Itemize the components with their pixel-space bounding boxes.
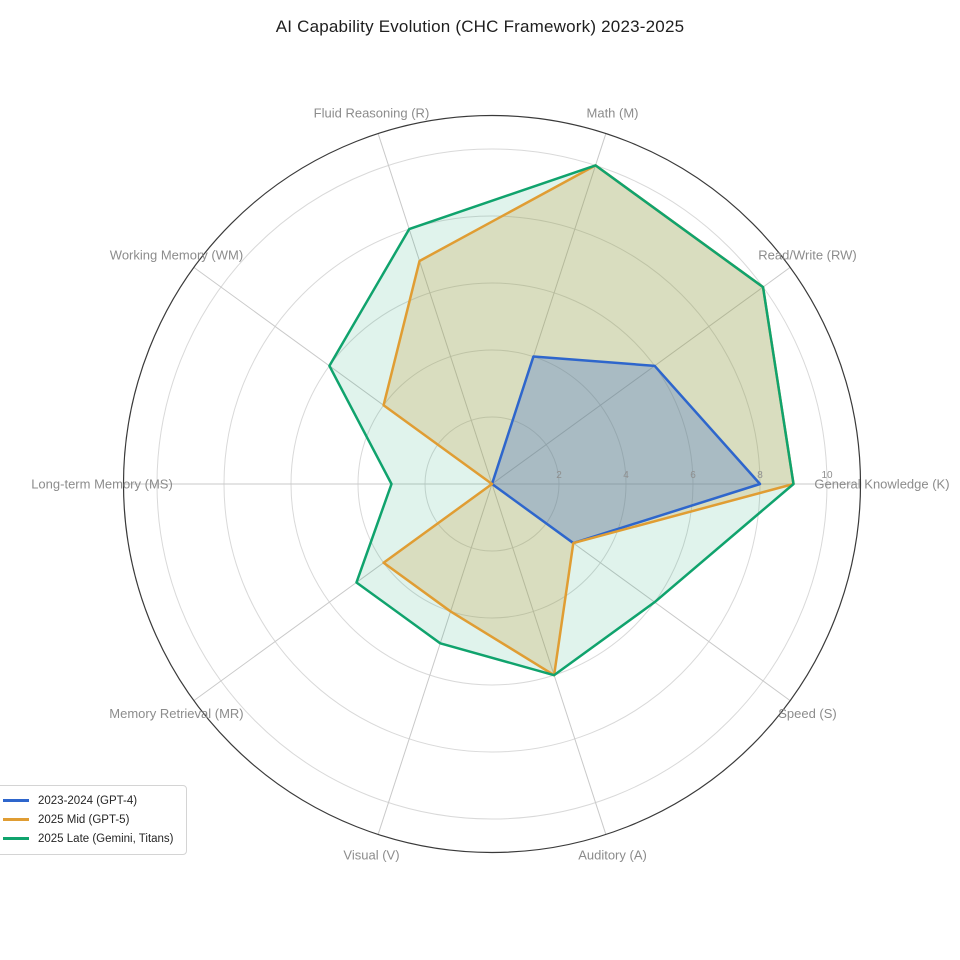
- axis-label-4: Working Memory (WM): [110, 247, 243, 262]
- outer-spine: [122, 114, 862, 854]
- legend-item-label-2: 2025 Late (Gemini, Titans): [38, 832, 174, 845]
- radial-tick-label-8: 8: [757, 470, 763, 481]
- legend-item-label-0: 2023-2024 (GPT-4): [38, 794, 138, 807]
- radial-tick-label-4: 4: [623, 470, 629, 481]
- axis-spoke-3: [377, 133, 493, 485]
- axis-label-5: Long-term Memory (MS): [31, 477, 173, 492]
- legend-item-1: 2025 Mid (GPT-5): [3, 812, 174, 827]
- series-fill-0: [492, 356, 760, 544]
- axis-label-8: Auditory (A): [578, 847, 647, 862]
- axis-spoke-1: [491, 266, 791, 485]
- radial-tick-label-2: 2: [556, 470, 562, 481]
- axis-label-0: General Knowledge (K): [814, 477, 949, 492]
- axis-label-9: Speed (S): [778, 706, 837, 721]
- series-fill-2: [329, 165, 794, 676]
- legend-line-swatch-1: [3, 818, 29, 821]
- legend-item-2: 2025 Late (Gemini, Titans): [3, 831, 174, 846]
- axis-spoke-8: [491, 483, 607, 835]
- axis-label-6: Memory Retrieval (MR): [109, 706, 243, 721]
- axis-label-2: Math (M): [587, 106, 639, 121]
- legend-line-swatch-2: [3, 837, 29, 840]
- legend: 2023-2024 (GPT-4) 2025 Mid (GPT-5) 2025 La…: [0, 785, 187, 855]
- axis-label-7: Visual (V): [343, 847, 399, 862]
- series-line-2: [328, 164, 795, 677]
- radial-tick-label-10: 10: [821, 470, 833, 481]
- axis-spoke-7: [377, 483, 493, 835]
- axis-label-1: Read/Write (RW): [758, 247, 856, 262]
- legend-line-swatch-0: [3, 799, 29, 802]
- series-fill-1: [383, 165, 794, 676]
- series-line-0: [490, 355, 762, 545]
- legend-item-0: 2023-2024 (GPT-4): [3, 793, 174, 808]
- radial-tick-label-6: 6: [690, 470, 696, 481]
- chart-title: AI Capability Evolution (CHC Framework) …: [275, 17, 685, 36]
- axis-label-3: Fluid Reasoning (R): [314, 106, 430, 121]
- legend-item-label-1: 2025 Mid (GPT-5): [38, 813, 130, 826]
